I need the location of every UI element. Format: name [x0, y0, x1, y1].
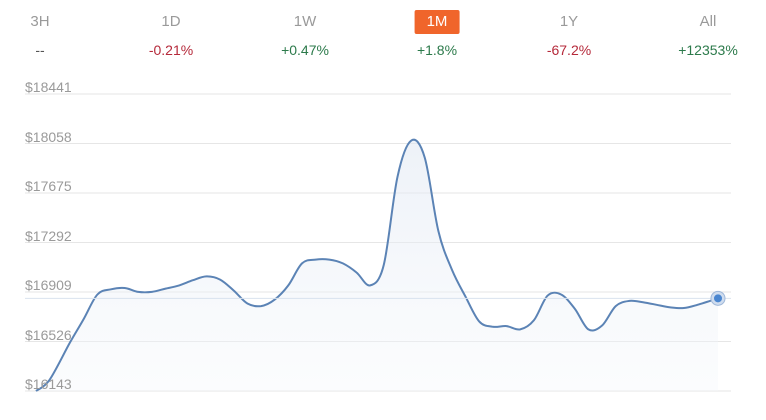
- y-tick-label: $18058: [25, 128, 72, 145]
- tab-1m[interactable]: 1M: [414, 10, 460, 34]
- tab-3h[interactable]: 3H: [30, 13, 50, 30]
- line-layer: [25, 138, 731, 392]
- y-tick-label: $16143: [25, 376, 72, 392]
- time-range-tabs: 3H 1D 1W 1M 1Y All: [0, 10, 766, 36]
- y-tick-label: $16526: [25, 326, 72, 343]
- tab-all[interactable]: All: [699, 13, 717, 30]
- price-area-fill: [36, 139, 718, 391]
- change-3h: --: [35, 42, 45, 58]
- price-chart: $18441 $18058 $17675 $17292 $16909 $16526 $161…: [0, 60, 766, 420]
- price-change-row: -- -0.21% +0.47% +1.8% -67.2% +12353%: [0, 40, 766, 60]
- tab-1y[interactable]: 1Y: [559, 13, 579, 30]
- change-1y: -67.2%: [546, 42, 592, 58]
- change-1w: +0.47%: [281, 42, 329, 58]
- change-1m: +1.8%: [416, 42, 458, 58]
- y-tick-label: $17292: [25, 227, 72, 244]
- y-tick-label: $17675: [25, 178, 72, 194]
- tab-1d[interactable]: 1D: [161, 13, 181, 30]
- price-line: [35, 138, 719, 392]
- tab-1w[interactable]: 1W: [293, 13, 317, 30]
- y-tick-label: $16909: [25, 277, 72, 293]
- marker-layer: [710, 290, 726, 306]
- y-tick-label: $18441: [25, 79, 72, 95]
- area-fill-layer: [36, 139, 718, 391]
- change-1d: -0.21%: [148, 42, 194, 58]
- change-all: +12353%: [678, 42, 738, 58]
- last-point-marker: [714, 294, 722, 303]
- price-chart-svg: [25, 93, 731, 392]
